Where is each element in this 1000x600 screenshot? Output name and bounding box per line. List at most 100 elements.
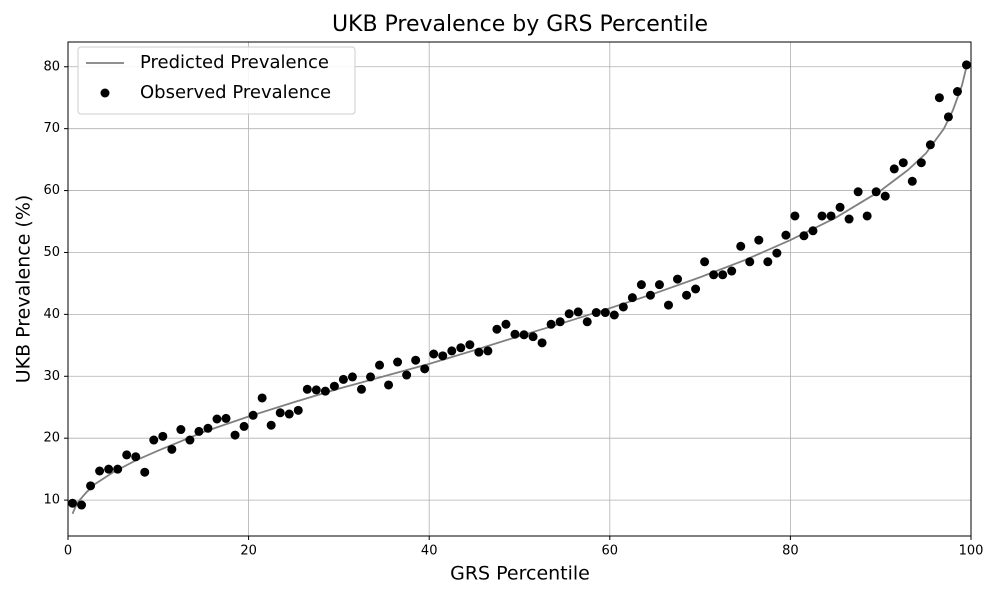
observed-point	[790, 211, 800, 221]
observed-point	[302, 384, 312, 394]
observed-point	[880, 191, 890, 201]
legend-marker	[100, 88, 110, 98]
x-tick-label: 60	[602, 544, 619, 559]
observed-point	[474, 347, 484, 357]
observed-point	[194, 426, 204, 436]
observed-point	[546, 319, 556, 329]
observed-point	[95, 466, 105, 476]
observed-point	[375, 360, 385, 370]
y-tick-label: 40	[43, 307, 60, 322]
observed-point	[501, 319, 511, 329]
legend-label: Observed Prevalence	[140, 82, 331, 103]
observed-point	[356, 384, 366, 394]
observed-point	[636, 280, 646, 290]
observed-point	[275, 408, 285, 418]
observed-point	[338, 374, 348, 384]
observed-point	[266, 420, 276, 430]
observed-point	[844, 214, 854, 224]
observed-point	[673, 274, 683, 284]
observed-point	[203, 423, 213, 433]
observed-point	[492, 324, 502, 334]
observed-point	[609, 310, 619, 320]
observed-point	[618, 302, 628, 312]
x-tick-label: 20	[240, 544, 257, 559]
observed-point	[627, 293, 637, 303]
y-tick-label: 10	[43, 493, 60, 508]
observed-point	[700, 257, 710, 267]
observed-point	[826, 211, 836, 221]
observed-point	[871, 187, 881, 197]
observed-point	[754, 235, 764, 245]
observed-point	[781, 230, 791, 240]
observed-point	[483, 346, 493, 356]
observed-point	[429, 349, 439, 359]
observed-point	[916, 158, 926, 168]
observed-point	[799, 231, 809, 241]
observed-point	[519, 330, 529, 340]
observed-point	[862, 211, 872, 221]
observed-point	[691, 284, 701, 294]
observed-point	[329, 381, 339, 391]
observed-point	[77, 500, 87, 510]
observed-point	[925, 140, 935, 150]
y-tick-label: 70	[43, 121, 60, 136]
observed-point	[727, 266, 737, 276]
observed-point	[555, 317, 565, 327]
observed-point	[591, 308, 601, 318]
observed-point	[745, 257, 755, 267]
x-axis-label: GRS Percentile	[450, 563, 590, 585]
observed-point	[411, 355, 421, 365]
observed-point	[131, 452, 141, 462]
x-tick-label: 0	[64, 544, 72, 559]
observed-point	[898, 158, 908, 168]
legend-label: Predicted Prevalence	[140, 52, 329, 73]
observed-point	[853, 187, 863, 197]
plot-frame	[67, 41, 972, 537]
observed-point	[952, 87, 962, 97]
observed-point	[284, 409, 294, 419]
observed-point	[808, 226, 818, 236]
observed-point	[456, 343, 466, 353]
y-tick-label: 50	[43, 245, 60, 260]
observed-point	[718, 270, 728, 280]
observed-point	[564, 309, 574, 319]
observed-point	[221, 413, 231, 423]
observed-point	[600, 308, 610, 318]
observed-point	[86, 481, 96, 491]
predicted-line	[71, 66, 968, 515]
observed-point	[384, 380, 394, 390]
observed-point	[393, 357, 403, 367]
observed-point	[709, 270, 719, 280]
observed-point	[311, 385, 321, 395]
observed-point	[736, 241, 746, 251]
observed-point	[167, 444, 177, 454]
observed-point	[140, 467, 150, 477]
observed-point	[510, 329, 520, 339]
y-axis-label: UKB Prevalence (%)	[13, 195, 35, 384]
observed-point	[682, 290, 692, 300]
observed-point	[907, 176, 917, 186]
y-tick-label: 20	[43, 431, 60, 446]
observed-point	[185, 435, 195, 445]
observed-point	[817, 211, 827, 221]
y-tick-label: 60	[43, 183, 60, 198]
observed-point	[438, 351, 448, 361]
observed-point	[257, 393, 267, 403]
observed-point	[239, 421, 249, 431]
y-tick-label: 80	[43, 59, 60, 74]
observed-point	[230, 430, 240, 440]
observed-point	[158, 431, 168, 441]
x-tick-label: 100	[959, 544, 984, 559]
x-tick-label: 80	[782, 544, 799, 559]
observed-point	[934, 93, 944, 103]
observed-point	[582, 317, 592, 327]
observed-point	[645, 290, 655, 300]
observed-point	[68, 498, 78, 508]
observed-point	[763, 257, 773, 267]
observed-point	[663, 300, 673, 310]
observed-point	[835, 202, 845, 212]
observed-point	[176, 425, 186, 435]
observed-point	[402, 370, 412, 380]
observed-point	[104, 464, 114, 474]
observed-point	[347, 372, 357, 382]
